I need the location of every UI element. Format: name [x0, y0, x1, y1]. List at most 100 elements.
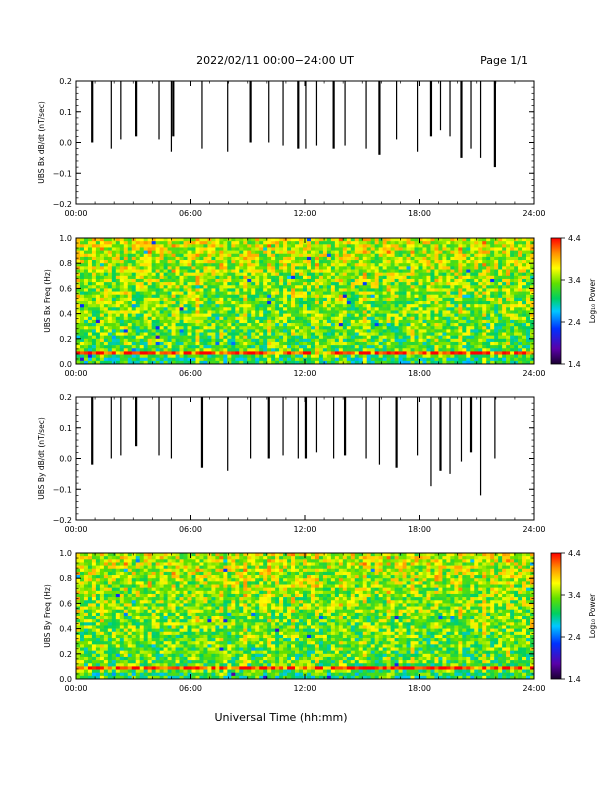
spectrogram-cell: [191, 282, 196, 286]
spectrogram-cell: [454, 256, 459, 261]
spectrogram-cell: [390, 338, 395, 343]
spectrogram-cell: [95, 256, 101, 261]
spectrogram-cell: [119, 341, 125, 346]
spectrogram-cell: [259, 326, 264, 330]
spectrogram-cell: [414, 329, 419, 333]
spectrogram-cell: [458, 250, 463, 255]
spectrogram-cell: [167, 294, 172, 299]
spectrogram-cell: [76, 329, 81, 333]
spike-mark: [158, 397, 160, 456]
spectrogram-cell: [366, 354, 372, 358]
spectrogram-cell: [259, 269, 264, 273]
spectrogram-cell: [378, 272, 383, 277]
spectrogram-cell: [183, 332, 188, 336]
spectrogram-cell: [255, 285, 260, 289]
spectrogram-cell: [211, 307, 216, 311]
spectrogram-cell: [466, 326, 471, 330]
spectrogram-cell: [203, 256, 208, 261]
spectrogram-cell: [510, 326, 515, 330]
spectrogram-cell: [314, 241, 320, 245]
spectrogram-cell: [338, 307, 344, 311]
spectrogram-cell: [283, 351, 288, 355]
spectrogram-cell: [83, 301, 89, 305]
spectrogram-cell: [502, 244, 507, 248]
spectrogram-cell: [510, 260, 515, 264]
spectrogram-cell: [199, 269, 204, 273]
spectrogram-cell: [382, 316, 387, 321]
spectrogram-cell: [159, 301, 164, 305]
spectrogram-cell: [378, 345, 383, 349]
spectrogram-cell: [159, 360, 164, 365]
spectrogram-cell: [414, 351, 419, 355]
spectrogram-cell: [76, 323, 81, 327]
spectrogram-cell: [131, 348, 137, 352]
spectrogram-cell: [390, 357, 395, 362]
spectrogram-cell: [354, 244, 360, 248]
spectrogram-cell: [442, 282, 447, 286]
spectrogram-cell: [426, 282, 431, 286]
spectrogram-cell: [326, 345, 332, 349]
spectrogram-cell: [159, 319, 164, 324]
spectrogram-cell: [490, 256, 495, 261]
spectrogram-cell: [394, 285, 399, 289]
spectrogram-cell: [306, 275, 312, 280]
spectrogram-cell: [95, 345, 101, 349]
spectrogram-cell: [127, 323, 133, 327]
spectrogram-cell: [502, 278, 507, 283]
spectrogram-cell: [83, 310, 89, 314]
spectrogram-cell: [299, 319, 304, 324]
spectrogram-cell: [99, 319, 105, 324]
spectrogram-cell: [446, 275, 451, 280]
spectrogram-cell: [131, 319, 137, 324]
spectrogram-cell: [318, 247, 324, 251]
spectrogram-cell: [502, 313, 507, 318]
spectrogram-cell: [295, 348, 300, 352]
spectrogram-cell: [394, 348, 399, 352]
spectrogram-cell: [390, 332, 395, 336]
spectrogram-cell: [251, 244, 256, 248]
spectrogram-cell: [494, 241, 499, 245]
spectrogram-cell: [227, 244, 232, 248]
y-tick-label: 0.0: [59, 139, 72, 148]
spectrogram-cell: [223, 238, 228, 242]
spectrogram-cell: [79, 238, 85, 242]
spectrogram-cell: [414, 263, 419, 267]
spectrogram-cell: [187, 329, 192, 333]
spectrogram-cell: [382, 269, 387, 273]
spectrogram-cell: [287, 332, 292, 336]
spectrogram-cell: [283, 282, 288, 286]
spectrogram-cell: [398, 266, 403, 270]
spectrogram-cell: [131, 241, 137, 245]
spectrogram-cell: [398, 278, 403, 283]
spectrogram-cell: [322, 263, 328, 267]
spectrogram-cell: [207, 345, 212, 349]
spectrogram-cell: [466, 269, 471, 273]
spectrogram-cell: [79, 294, 85, 299]
spectrogram-cell: [275, 313, 280, 318]
spike-mark: [429, 81, 433, 137]
spectrogram-cell: [259, 275, 264, 280]
spectrogram-cell: [466, 285, 471, 289]
spectrogram-cell: [111, 319, 117, 324]
spectrogram-cell: [195, 285, 200, 289]
spectrogram-cell: [374, 313, 379, 318]
spectrogram-cell: [410, 329, 415, 333]
spectrogram-cell: [342, 291, 348, 295]
spectrogram-cell: [115, 304, 121, 308]
spectrogram-cell: [223, 288, 228, 292]
spectrogram-cell: [219, 307, 224, 311]
spectrogram-cell: [299, 244, 304, 248]
spectrogram-cell: [79, 329, 85, 333]
spectrogram-cell: [83, 304, 89, 308]
spectrogram-cell: [382, 338, 387, 343]
spectrogram-cell: [231, 323, 236, 327]
spectrogram-cell: [438, 294, 443, 299]
spectrogram-cell: [167, 351, 172, 355]
spectrogram-cell: [139, 332, 145, 336]
spectrogram-cell: [175, 244, 180, 248]
spectrogram-cell: [430, 332, 435, 336]
spectrogram-cell: [358, 319, 364, 324]
spectrogram-cell: [135, 297, 141, 302]
spectrogram-cell: [287, 250, 292, 255]
spectrogram-cell: [470, 247, 475, 251]
